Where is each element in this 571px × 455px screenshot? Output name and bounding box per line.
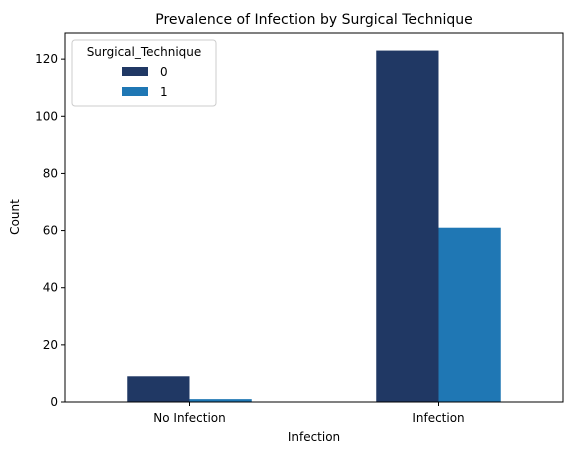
bar-series-1-no-infection (189, 399, 252, 402)
plot-area-frame (64, 32, 564, 403)
y-tick-label: 120 (35, 52, 58, 66)
bar-series-0-infection (376, 50, 439, 402)
y-tick-label: 0 (50, 395, 58, 409)
y-tick-label: 20 (43, 338, 58, 352)
x-axis-label: Infection (288, 430, 340, 444)
y-tick-label: 60 (43, 224, 58, 238)
x-axis: No Infection Infection (153, 402, 465, 425)
bar-series-1-infection (438, 227, 501, 402)
legend-title: Surgical_Technique (87, 45, 202, 59)
bars (127, 50, 501, 402)
legend-swatch (122, 87, 148, 96)
x-tick-label: Infection (412, 411, 464, 425)
x-tick-label: No Infection (153, 411, 225, 425)
y-tick-label: 80 (43, 166, 58, 180)
chart-title: Prevalence of Infection by Surgical Tech… (155, 12, 473, 28)
legend-swatch (122, 67, 148, 76)
y-axis-label: Count (8, 199, 22, 235)
bar-series-0-no-infection (127, 376, 190, 402)
legend-label: 1 (160, 85, 168, 99)
y-tick-label: 40 (43, 281, 58, 295)
y-axis: 0 20 40 60 80 100 120 (35, 52, 65, 409)
y-tick-label: 100 (35, 109, 58, 123)
legend-entries: 01 (122, 65, 168, 99)
legend-label: 0 (160, 65, 168, 79)
legend: Surgical_Technique 01 (71, 39, 217, 107)
